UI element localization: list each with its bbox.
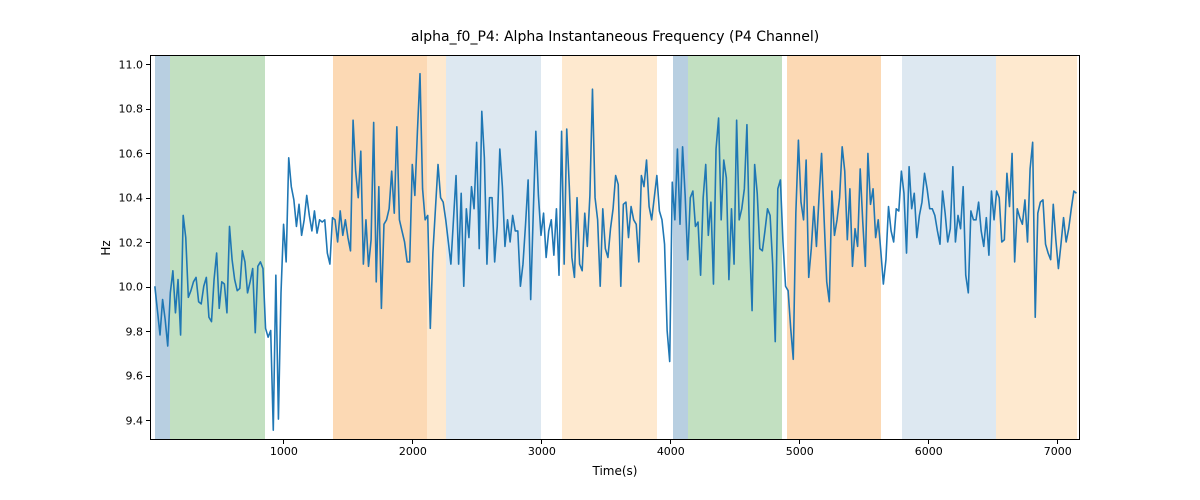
x-tick-mark	[412, 439, 413, 444]
y-tick-label: 10.2	[119, 236, 144, 249]
x-tick-label: 3000	[528, 445, 556, 458]
x-tick-label: 1000	[270, 445, 298, 458]
line-series	[151, 56, 1079, 439]
chart-axes: 1000200030004000500060007000 9.49.69.810…	[150, 55, 1080, 440]
line-series-path	[155, 74, 1077, 430]
x-tick-label: 5000	[786, 445, 814, 458]
y-tick-mark	[146, 242, 151, 243]
y-tick-label: 10.6	[119, 147, 144, 160]
x-tick-label: 7000	[1044, 445, 1072, 458]
x-tick-mark	[1057, 439, 1058, 444]
y-tick-mark	[146, 420, 151, 421]
y-axis-label: Hz	[99, 240, 113, 255]
y-tick-label: 9.6	[126, 370, 144, 383]
y-tick-mark	[146, 198, 151, 199]
y-tick-mark	[146, 376, 151, 377]
x-tick-mark	[670, 439, 671, 444]
x-tick-label: 6000	[915, 445, 943, 458]
y-tick-mark	[146, 153, 151, 154]
y-tick-label: 9.8	[126, 325, 144, 338]
y-tick-mark	[146, 287, 151, 288]
chart-title: alpha_f0_P4: Alpha Instantaneous Frequen…	[150, 29, 1080, 45]
x-tick-label: 2000	[399, 445, 427, 458]
y-tick-label: 11.0	[119, 58, 144, 71]
y-tick-label: 10.4	[119, 192, 144, 205]
x-tick-mark	[541, 439, 542, 444]
x-tick-mark	[283, 439, 284, 444]
y-tick-label: 9.4	[126, 414, 144, 427]
x-axis-label: Time(s)	[150, 464, 1080, 478]
y-tick-label: 10.0	[119, 281, 144, 294]
y-tick-label: 10.8	[119, 103, 144, 116]
figure: 1000 2000 3000 4000 5000 6000 7000 9.4 9.6 9.8 10…	[0, 0, 1200, 500]
x-tick-mark	[928, 439, 929, 444]
y-tick-mark	[146, 331, 151, 332]
x-tick-mark	[799, 439, 800, 444]
axes-inner	[151, 56, 1079, 439]
y-tick-mark	[146, 109, 151, 110]
y-tick-mark	[146, 64, 151, 65]
x-tick-label: 4000	[657, 445, 685, 458]
